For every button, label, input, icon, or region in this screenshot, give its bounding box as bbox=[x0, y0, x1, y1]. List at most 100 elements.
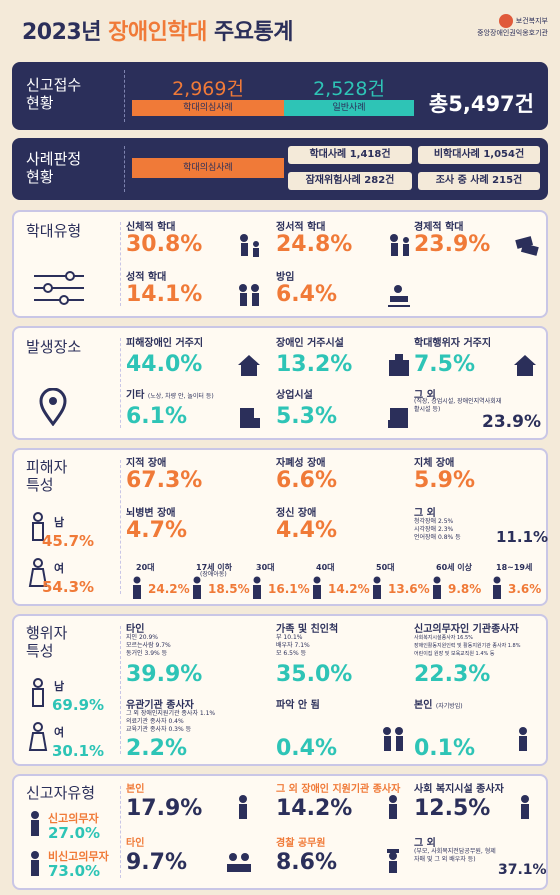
age-label: 50대 bbox=[376, 563, 395, 572]
note-line: 교육기관 종사자 0.3% 등 bbox=[126, 726, 192, 733]
disability-label: 지적 장애 bbox=[126, 458, 167, 469]
disability-other: 그 외 청각장애 2.5% 시각장애 2.3% 언어장애 0.8% 등 11.1% bbox=[414, 504, 548, 550]
type-label: 정서적 학대 bbox=[276, 222, 326, 233]
person-icon bbox=[519, 727, 527, 751]
type-value: 23.9% bbox=[414, 232, 491, 257]
investigating-chip: 조사 중 사례 215건 bbox=[418, 172, 540, 190]
perpetrator-title: 행위자 특성 bbox=[26, 624, 67, 660]
two-people-icon bbox=[383, 727, 403, 751]
perpetrator-panel: 행위자 특성 남 69.9% 여 30.1% 타인 지인 20.9% 모르는사람 9.… bbox=[12, 614, 548, 766]
title-highlight: 장애인학대 bbox=[108, 20, 207, 45]
place-facility: 장애인 거주시설 13.2% bbox=[276, 334, 416, 384]
age-label: 18~19세 bbox=[496, 563, 533, 572]
age-sub: (장애아동) bbox=[200, 571, 227, 578]
type-label: 신체적 학대 bbox=[126, 222, 176, 233]
reporter-panel: 신고자유형 신고의무자 27.0% 비신고의무자 73.0% 본인 17.9% 그… bbox=[12, 774, 548, 890]
report-total: 총5,497건 bbox=[428, 92, 534, 116]
disability-intellectual: 지적 장애 67.3% bbox=[126, 454, 266, 500]
place-etc: 그 외 (직장, 상업시설, 장애인지역사회재활시설 등) 23.9% bbox=[414, 386, 544, 436]
place-label: 기타 (노상, 차량 안, 놀이터 등) bbox=[126, 386, 214, 401]
perp-title-1: 행위자 bbox=[26, 624, 68, 642]
place-other: 기타 (노상, 차량 안, 놀이터 등) 6.1% bbox=[126, 386, 266, 436]
place-note: (노상, 차량 안, 놀이터 등) bbox=[147, 393, 214, 400]
male-figure-icon bbox=[32, 678, 44, 707]
page-title: 2023년 장애인학대 주요통계 bbox=[22, 14, 293, 46]
divider bbox=[120, 338, 121, 428]
disability-label: 그 외 bbox=[414, 508, 436, 519]
female-value: 54.3% bbox=[42, 578, 95, 596]
type-value: 6.4% bbox=[276, 282, 338, 307]
police-icon bbox=[387, 849, 399, 873]
perp-value: 0.1% bbox=[414, 736, 476, 761]
reporter-etc: 그 외 (부모, 사회복지전담공무원, 형제자매 및 그 외 배우자 등) 37.1… bbox=[414, 834, 547, 884]
age-group: 60세 이상 9.8% bbox=[426, 562, 496, 602]
victim-title-2: 특성 bbox=[26, 476, 54, 494]
nonduty-reporter-value: 73.0% bbox=[48, 862, 101, 880]
perp-title-2: 특성 bbox=[26, 642, 54, 660]
person-icon bbox=[313, 576, 321, 599]
perp-unknown: 파악 안 됨 0.4% bbox=[276, 696, 416, 762]
judgment-label-1: 사례판정 bbox=[26, 150, 82, 168]
note-line: 동거인 3.9% 등 bbox=[126, 650, 168, 657]
reporter-note: (부모, 사회복지전담공무원, 형제자매 및 그 외 배우자 등) bbox=[414, 848, 496, 863]
general-count: 2,528건 bbox=[313, 78, 385, 100]
note-line: 장애인활동지원인력 및 활동지원기관 종사자 1.8% bbox=[414, 643, 521, 649]
divider bbox=[120, 786, 121, 878]
note-line: 어린이집 원장 및 보육교직원 1.4% 등 bbox=[414, 651, 495, 657]
perp-notes: 사회복지시설종사자 16.5% 장애인활동지원인력 및 활동지원기관 종사자 1.… bbox=[414, 634, 520, 658]
note-line: 의료기관 종사자 0.4% bbox=[126, 718, 184, 725]
emblem-icon bbox=[498, 14, 513, 28]
male-value: 45.7% bbox=[42, 532, 95, 550]
report-label-1: 신고접수 bbox=[26, 76, 82, 94]
reporter-label: 그 외 장애인 지원기관 종사자 bbox=[276, 784, 401, 795]
perp-value: 35.0% bbox=[276, 662, 353, 687]
note-line: 사회복지시설종사자 16.5% bbox=[414, 635, 473, 641]
perp-value: 2.2% bbox=[126, 736, 188, 761]
reporter-value: 37.1% bbox=[498, 862, 547, 878]
disability-label: 자폐성 장애 bbox=[276, 458, 326, 469]
reporter-support-worker: 그 외 장애인 지원기관 종사자 14.2% bbox=[276, 780, 416, 830]
perp-notes: 그 외 장애인지원기관 종사자 1.1% 의료기관 종사자 0.4% 교육기관 종사… bbox=[126, 710, 215, 734]
age-group: 20대 24.2% bbox=[126, 562, 196, 602]
male-figure-icon bbox=[32, 512, 44, 541]
non-abuse-case-chip: 비학대사례 1,054건 bbox=[418, 146, 540, 164]
type-value: 14.1% bbox=[126, 282, 203, 307]
divider bbox=[120, 460, 121, 594]
note-line: 지인 20.9% bbox=[126, 634, 159, 641]
reporter-label: 본인 bbox=[126, 784, 145, 795]
sliders-icon bbox=[34, 271, 84, 305]
duty-reporter-label: 신고의무자 bbox=[48, 812, 99, 825]
title-year: 2023년 bbox=[22, 20, 109, 45]
suspect-bar: 학대의심사례 bbox=[132, 100, 284, 116]
male-label: 남 bbox=[54, 680, 65, 693]
place-label: 장애인 거주시설 bbox=[276, 338, 344, 349]
shop-icon bbox=[388, 408, 408, 428]
age-label: 30대 bbox=[256, 563, 275, 572]
house-icon bbox=[238, 355, 260, 376]
location-pin-icon bbox=[39, 388, 67, 426]
reporter-value: 17.9% bbox=[126, 796, 203, 821]
perp-label: 유관기관 종사자 bbox=[126, 700, 194, 711]
victim-title: 피해자 특성 bbox=[26, 458, 67, 494]
place-label: 상업시설 bbox=[276, 390, 313, 401]
male-value: 69.9% bbox=[52, 696, 105, 714]
perp-value: 0.4% bbox=[276, 736, 338, 761]
abuse-case-chip: 학대사례 1,418건 bbox=[288, 146, 412, 164]
person-icon bbox=[133, 576, 141, 599]
reporter-value: 8.6% bbox=[276, 850, 338, 875]
perp-label: 신고의무자인 기관종사자 bbox=[414, 624, 519, 635]
judgment-status-panel: 사례판정 현황 학대의심사례 학대사례 1,418건 비학대사례 1,054건 잠… bbox=[12, 138, 548, 200]
disability-label: 지체 장애 bbox=[414, 458, 455, 469]
reporter-police: 경찰 공무원 8.6% bbox=[276, 834, 416, 884]
disability-notes: 청각장애 2.5% 시각장애 2.3% 언어장애 0.8% 등 bbox=[414, 518, 461, 542]
abuse-type-title: 학대유형 bbox=[26, 222, 82, 240]
male-label: 남 bbox=[54, 516, 65, 529]
age-group: 40대 14.2% bbox=[306, 562, 376, 602]
disability-value: 6.6% bbox=[276, 468, 338, 493]
place-value: 6.1% bbox=[126, 404, 188, 429]
note-line: 부 10.1% bbox=[276, 634, 303, 641]
perp-related-worker: 유관기관 종사자 그 외 장애인지원기관 종사자 1.1% 의료기관 종사자 0.4… bbox=[126, 696, 266, 762]
title-rest: 주요통계 bbox=[206, 20, 293, 45]
age-distribution: 20대 24.2% 17세 이하 (장애아동) 18.5% 30대 16.1% 40대 14.2… bbox=[126, 562, 546, 602]
divider bbox=[124, 146, 125, 192]
